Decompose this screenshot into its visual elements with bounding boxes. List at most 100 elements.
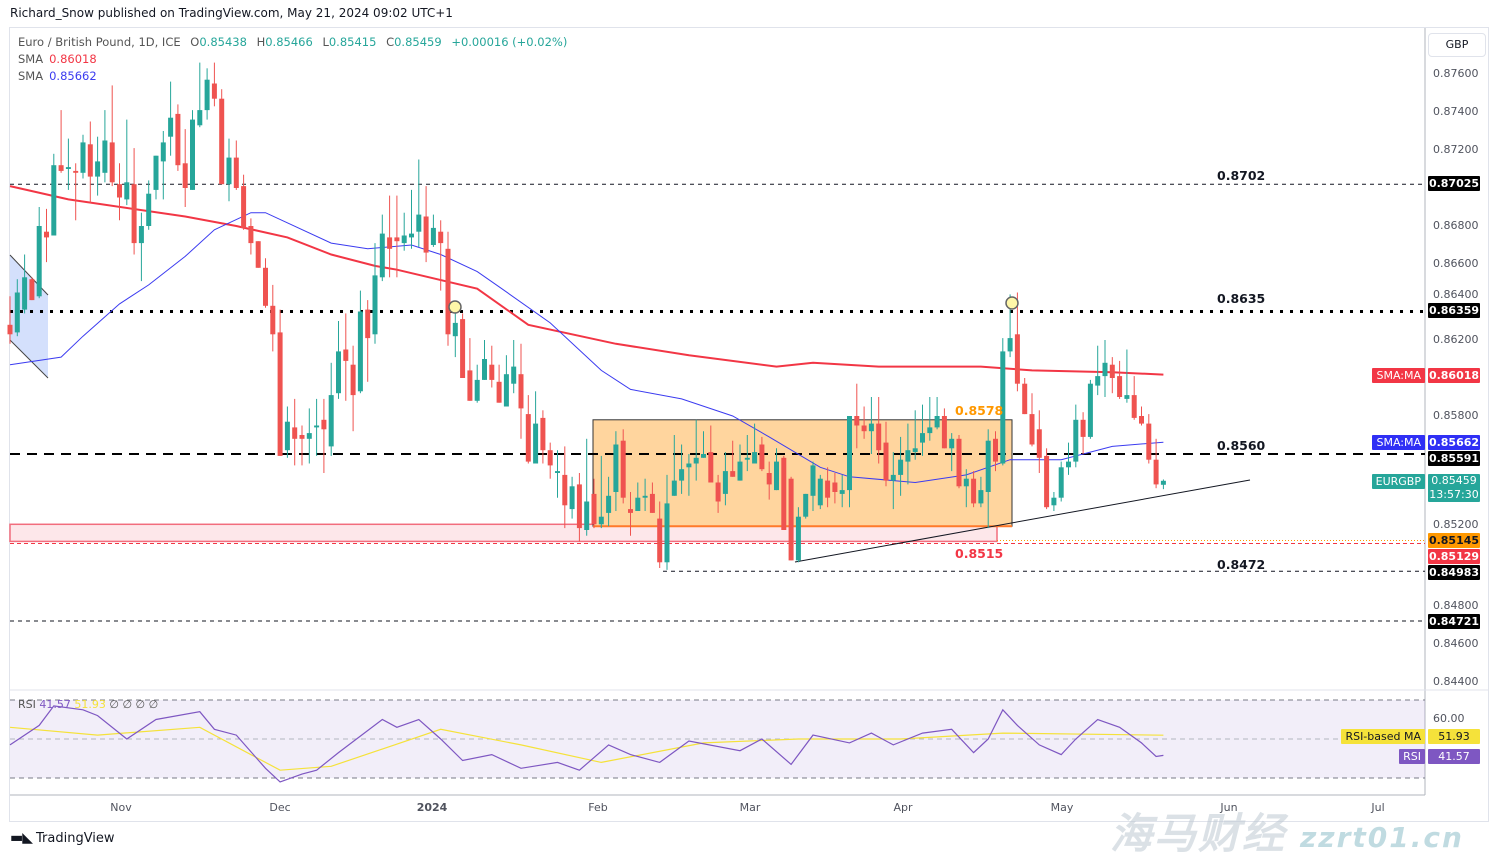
candle-down bbox=[387, 237, 393, 249]
rsi-ma-line bbox=[9, 726, 1164, 771]
candle-up bbox=[65, 167, 71, 169]
close-label: C bbox=[386, 35, 395, 49]
price-tag: 0.84721 bbox=[1428, 614, 1480, 629]
candle-down bbox=[29, 279, 35, 301]
candle-down bbox=[109, 142, 115, 183]
candle-up bbox=[927, 427, 933, 434]
sma1-label[interactable]: SMA bbox=[18, 52, 44, 66]
candle-up bbox=[606, 495, 612, 513]
candle-down bbox=[255, 241, 261, 268]
candle-down bbox=[343, 349, 349, 361]
candle-down bbox=[576, 484, 582, 529]
tradingview-logo[interactable]: ▬◣ TradingView bbox=[10, 830, 115, 846]
candle-down bbox=[117, 184, 122, 198]
candle-up bbox=[22, 277, 28, 310]
candle-up bbox=[803, 493, 809, 517]
price-tag: 0.85459 13:57:30 bbox=[1428, 473, 1480, 502]
candle-up bbox=[511, 366, 517, 384]
symbol-title[interactable]: Euro / British Pound, 1D, ICE bbox=[18, 35, 181, 49]
sma-50-line bbox=[9, 212, 1164, 484]
tradingview-logo-text: TradingView bbox=[36, 830, 115, 846]
candle-down bbox=[270, 305, 276, 335]
candle-down bbox=[562, 474, 568, 506]
time-tick: May bbox=[1050, 801, 1074, 814]
candle-up bbox=[847, 416, 852, 491]
candle-up bbox=[722, 471, 728, 494]
price-tick: 0.86400 bbox=[1433, 287, 1479, 301]
sma2-label[interactable]: SMA bbox=[18, 69, 44, 83]
candle-up bbox=[642, 495, 648, 498]
rsi-legend-value: 41.57 bbox=[39, 698, 71, 711]
change-value: +0.00016 (+0.02%) bbox=[451, 35, 568, 49]
high-value: 0.85466 bbox=[265, 35, 313, 49]
level-label-8702: 0.8702 bbox=[1217, 168, 1266, 183]
price-tag: 0.85129 bbox=[1428, 549, 1480, 565]
candle-down bbox=[620, 440, 626, 498]
candle-up bbox=[95, 161, 101, 177]
candle-up bbox=[314, 425, 320, 428]
candle-up bbox=[635, 497, 641, 511]
sma-200-line bbox=[9, 185, 1164, 376]
candle-down bbox=[277, 332, 283, 456]
candle-up bbox=[1007, 338, 1013, 352]
candle-down bbox=[730, 471, 736, 477]
candle-down bbox=[241, 186, 247, 228]
candle-up bbox=[905, 450, 911, 462]
candle-up bbox=[372, 275, 378, 335]
candle-up bbox=[503, 374, 509, 407]
candle-down bbox=[854, 416, 860, 426]
price-tick: 0.85200 bbox=[1433, 518, 1479, 532]
candle-down bbox=[1029, 414, 1035, 445]
candle-down bbox=[1153, 459, 1159, 485]
candle-down bbox=[715, 482, 721, 502]
price-tick: 0.85800 bbox=[1433, 409, 1479, 422]
price-tick: 0.87400 bbox=[1433, 105, 1479, 118]
candle-down bbox=[263, 267, 268, 306]
candle-up bbox=[190, 119, 195, 190]
candle-down bbox=[825, 480, 831, 498]
time-tick: 2024 bbox=[416, 801, 448, 814]
price-tag: 0.87025 bbox=[1428, 176, 1480, 192]
candle-up bbox=[949, 438, 955, 449]
price-tag-label: SMA:MA bbox=[1372, 367, 1425, 383]
candle-down bbox=[248, 226, 254, 244]
candle-up bbox=[138, 226, 144, 244]
rsi-ma-legend-value: 51.93 bbox=[74, 698, 106, 711]
candle-up bbox=[1087, 383, 1093, 437]
sma2-value: 0.85662 bbox=[49, 69, 97, 83]
candle-up bbox=[1095, 376, 1101, 386]
candle-up bbox=[80, 142, 86, 173]
candle-down bbox=[1117, 376, 1123, 397]
candle-up bbox=[197, 110, 203, 126]
level-label-8635: 0.8635 bbox=[1217, 291, 1266, 306]
candle-down bbox=[467, 370, 473, 401]
rsi-label[interactable]: RSI bbox=[18, 698, 36, 711]
price-tag: 0.85145 bbox=[1428, 533, 1480, 549]
level-label-8560: 0.8560 bbox=[1217, 438, 1266, 453]
candle-down bbox=[1022, 383, 1028, 415]
time-tick: Jun bbox=[1220, 801, 1238, 814]
candle-up bbox=[555, 471, 560, 473]
time-tick: Mar bbox=[739, 801, 761, 814]
candle-up bbox=[985, 440, 991, 492]
candle-down bbox=[1080, 419, 1086, 437]
candle-down bbox=[58, 165, 64, 171]
candle-up bbox=[569, 486, 575, 510]
price-tag-value: 0.85459 bbox=[1431, 473, 1477, 487]
currency-button[interactable]: GBP bbox=[1428, 33, 1486, 57]
candle-up bbox=[679, 469, 685, 481]
candle-down bbox=[1044, 455, 1050, 508]
rsi-legend-extra: ∅ ∅ ∅ ∅ bbox=[109, 698, 159, 711]
price-tag: 0.86018 bbox=[1428, 367, 1480, 383]
rsi-tick-60: 60.00 bbox=[1433, 712, 1465, 725]
candle-up bbox=[1051, 497, 1057, 506]
candle-up bbox=[1058, 467, 1064, 498]
candle-up bbox=[693, 457, 699, 464]
open-label: O bbox=[190, 35, 200, 49]
candle-up bbox=[51, 165, 57, 236]
candle-down bbox=[518, 374, 524, 409]
sma1-value: 0.86018 bbox=[49, 52, 97, 66]
candle-up bbox=[1160, 480, 1166, 485]
candle-down bbox=[44, 231, 49, 238]
